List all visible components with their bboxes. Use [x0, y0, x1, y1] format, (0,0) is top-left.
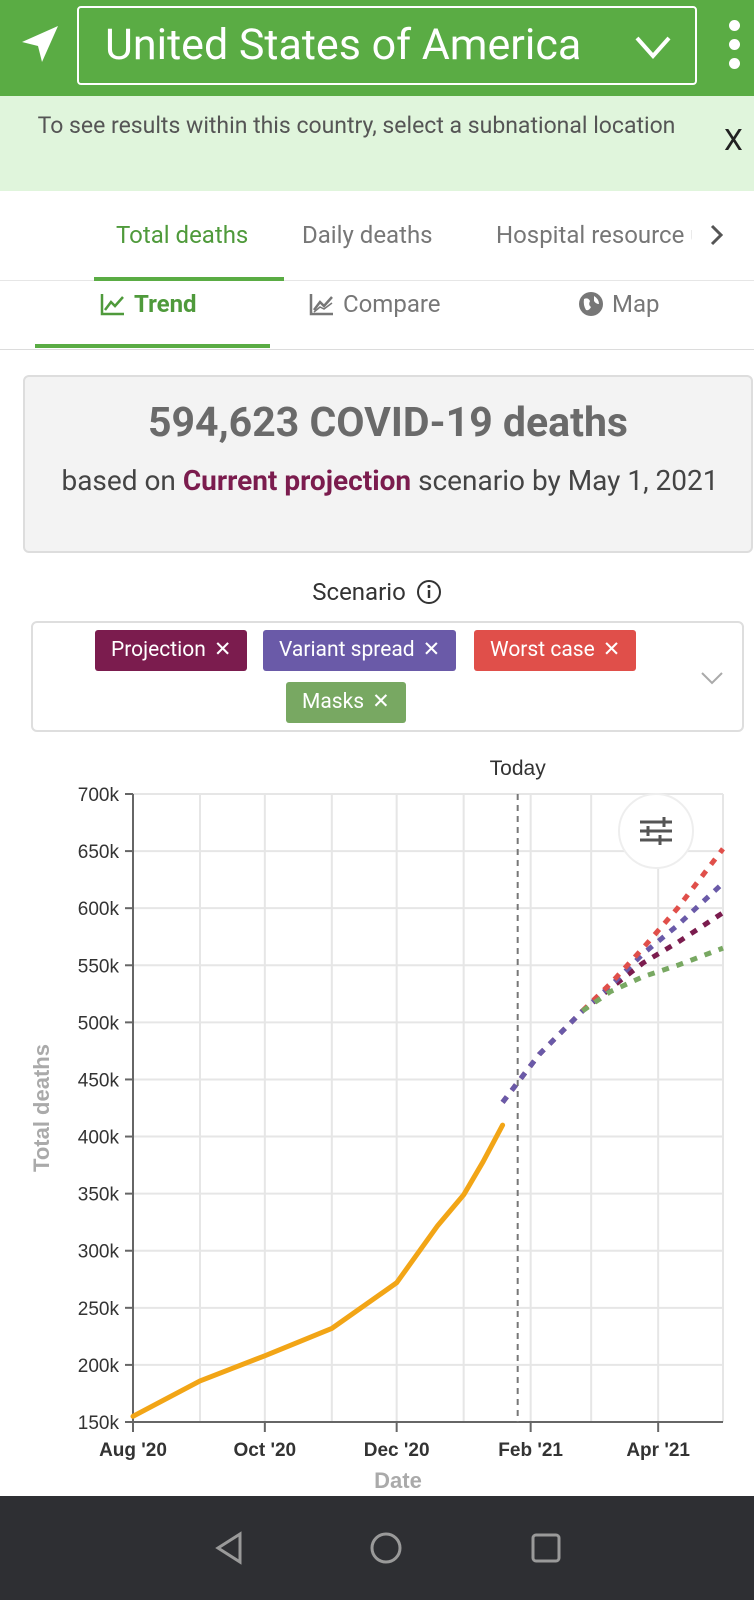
- summary-card: 594,623 COVID-19 deaths based on Current…: [23, 375, 753, 553]
- tab-hospital-resource-use[interactable]: Hospital resource use: [496, 221, 692, 249]
- view-tab-trend[interactable]: Trend: [100, 290, 197, 318]
- chip-remove-icon[interactable]: ✕: [213, 638, 232, 662]
- y-axis-title: Total deaths: [29, 1044, 54, 1172]
- series-line-worst-case: [580, 847, 725, 1013]
- based-on-text: based on: [61, 464, 176, 497]
- series-line-variant-spread: [500, 881, 725, 1104]
- y-tick-label: 350k: [78, 1185, 120, 1206]
- back-icon[interactable]: [210, 1528, 250, 1568]
- summary-subline: based on Current projection scenario by …: [55, 460, 725, 501]
- recents-icon[interactable]: [526, 1528, 566, 1568]
- y-tick-label: 150k: [78, 1413, 120, 1434]
- view-tab-compare-label: Compare: [343, 290, 441, 318]
- series-line-projection: [500, 910, 725, 1104]
- today-label: Today: [490, 757, 547, 780]
- chevron-down-icon: [635, 36, 671, 60]
- scenario-suffix: scenario by May 1, 2021: [418, 464, 719, 497]
- metric-tabs: Total deaths Daily deaths Hospital resou…: [0, 191, 754, 281]
- chip-remove-icon[interactable]: ✕: [602, 638, 621, 662]
- y-tick-label: 500k: [78, 1013, 120, 1034]
- top-bar: United States of America: [0, 0, 754, 96]
- view-tab-trend-label: Trend: [134, 290, 197, 318]
- active-tab-underline: [94, 277, 284, 281]
- kebab-menu-icon[interactable]: [724, 20, 744, 76]
- home-icon[interactable]: [366, 1528, 406, 1568]
- y-tick-label: 200k: [78, 1356, 120, 1377]
- y-tick-label: 550k: [78, 956, 120, 977]
- subnational-banner: To see results within this country, sele…: [0, 96, 754, 191]
- view-tabs: Trend Compare Map: [0, 282, 754, 350]
- deaths-label: COVID-19 deaths: [309, 399, 628, 447]
- y-tick-label: 600k: [78, 899, 120, 920]
- x-tick-label: Aug '20: [99, 1440, 167, 1461]
- y-tick-label: 650k: [78, 842, 120, 863]
- location-arrow-icon[interactable]: [18, 22, 62, 66]
- trend-chart-icon: [100, 294, 124, 316]
- y-tick-label: 450k: [78, 1070, 120, 1091]
- chip-worst-case[interactable]: Worst case ✕: [474, 630, 637, 671]
- chip-variant-spread[interactable]: Variant spread ✕: [263, 630, 457, 671]
- tab-clip: Hospital resource use: [496, 191, 692, 277]
- country-select[interactable]: United States of America: [77, 6, 697, 85]
- x-tick-label: Apr '21: [626, 1440, 690, 1461]
- active-view-underline: [35, 344, 270, 348]
- banner-close-button[interactable]: X: [724, 123, 743, 158]
- tab-daily-deaths[interactable]: Daily deaths: [302, 221, 433, 249]
- globe-icon: [579, 292, 603, 316]
- compare-chart-icon: [309, 294, 333, 316]
- chip-remove-icon[interactable]: ✕: [422, 638, 441, 662]
- x-tick-label: Dec '20: [364, 1440, 430, 1461]
- view-tab-map-label: Map: [612, 290, 660, 318]
- total-deaths-chart: 150k 200k 250k 300k 350k 400k 450k 500k 550k 600k…: [29, 757, 725, 1493]
- scenario-name[interactable]: Current projection: [182, 464, 412, 497]
- x-axis-title: Date: [374, 1468, 422, 1493]
- death-count: 594,623: [148, 399, 300, 447]
- chip-projection[interactable]: Projection ✕: [95, 630, 248, 671]
- series-line-observed: [130, 1122, 506, 1419]
- chip-worst-case-label: Worst case: [490, 638, 595, 662]
- view-tab-map[interactable]: Map: [578, 290, 659, 318]
- chip-variant-spread-label: Variant spread: [279, 638, 415, 662]
- tab-total-deaths[interactable]: Total deaths: [116, 221, 249, 249]
- y-tick-label: 250k: [78, 1299, 120, 1320]
- y-tick-label: 400k: [78, 1128, 120, 1149]
- banner-text: To see results within this country, sele…: [37, 112, 676, 139]
- scenario-label: Scenario: [0, 578, 754, 606]
- info-icon[interactable]: [416, 579, 442, 605]
- chip-projection-label: Projection: [111, 638, 206, 662]
- chip-remove-icon[interactable]: ✕: [372, 690, 390, 714]
- country-name: United States of America: [105, 20, 582, 70]
- chevron-down-icon[interactable]: [700, 670, 724, 686]
- chevron-right-icon[interactable]: [707, 221, 727, 249]
- x-tick-label: Feb '21: [498, 1440, 563, 1461]
- y-tick-label: 700k: [78, 785, 120, 806]
- system-navbar: [0, 1496, 754, 1600]
- view-tab-compare[interactable]: Compare: [309, 290, 441, 318]
- series-line-masks: [581, 945, 724, 1013]
- x-tick-label: Oct '20: [234, 1440, 297, 1461]
- scenario-label-text: Scenario: [312, 578, 406, 606]
- y-tick-label: 300k: [78, 1242, 120, 1263]
- summary-headline: 594,623 COVID-19 deaths: [25, 399, 751, 447]
- chip-masks-label: Masks: [302, 690, 365, 714]
- chip-masks[interactable]: Masks ✕: [286, 682, 406, 723]
